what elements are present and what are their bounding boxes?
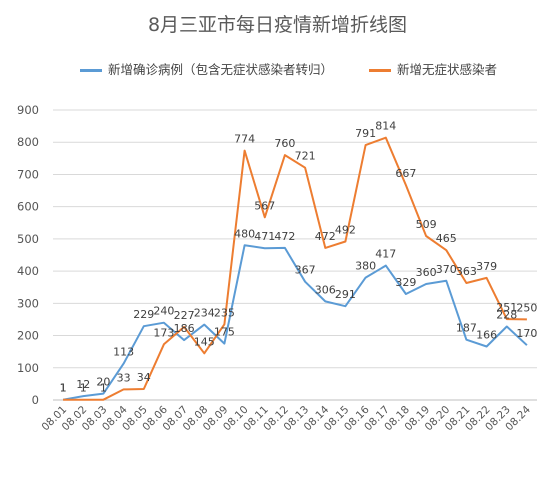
legend-item-confirmed: 新增确诊病例（包含无症状感染者转归） [80,59,333,78]
data-label: 228 [496,309,517,322]
y-tick-label: 100 [17,361,39,375]
data-label: 34 [137,371,151,384]
y-tick-label: 600 [17,200,39,214]
data-label: 774 [234,133,255,146]
data-label: 471 [254,230,275,243]
data-label: 791 [355,127,376,140]
y-tick-label: 300 [17,296,39,310]
data-label: 186 [174,322,195,335]
data-label: 509 [416,218,437,231]
data-label: 173 [153,326,174,339]
data-label: 240 [153,305,174,318]
data-label: 360 [416,266,437,279]
data-label: 227 [174,309,195,322]
data-label: 229 [133,308,154,321]
data-label: 175 [214,326,235,339]
data-label: 1 [100,382,107,395]
data-label: 367 [295,264,316,277]
series-line-confirmed [62,244,528,401]
data-label: 33 [117,371,131,384]
legend-swatch-asymptomatic [369,69,391,72]
data-label: 329 [395,276,416,289]
data-label: 251 [496,301,517,314]
data-label: 760 [274,137,295,150]
y-tick-label: 800 [17,135,39,149]
legend-label-confirmed: 新增确诊病例（包含无症状感染者转归） [108,62,334,77]
data-label: 480 [234,227,255,240]
data-label: 1 [60,382,67,395]
data-label: 380 [355,260,376,273]
legend-swatch-confirmed [80,69,102,72]
x-axis-ticks: 08.0108.0208.0308.0408.0508.0608.0708.08… [39,403,533,433]
data-label: 187 [456,322,477,335]
data-label: 12 [76,378,90,391]
data-label: 166 [476,329,497,342]
data-label: 291 [335,288,356,301]
data-label: 814 [375,120,396,133]
data-label: 379 [476,260,497,273]
data-label: 1 [60,382,67,395]
legend-item-asymptomatic: 新增无症状感染者 [369,59,497,78]
data-label: 417 [375,248,396,261]
data-label: 472 [274,230,295,243]
y-tick-label: 400 [17,264,39,278]
data-label: 170 [516,327,537,340]
data-label: 235 [214,306,235,319]
y-tick-label: 700 [17,167,39,181]
data-label: 363 [456,265,477,278]
data-label: 145 [194,335,215,348]
data-label: 465 [436,232,457,245]
data-label: 370 [436,263,457,276]
chart-legend: 新增确诊病例（包含无症状感染者转归） 新增无症状感染者 [0,59,555,79]
y-axis-ticks: 0 100 200 300 400 500 600 700 800 900 [17,103,39,407]
data-label: 20 [96,376,110,389]
data-label: 721 [295,150,316,163]
series-lines [62,136,528,401]
legend-label-asymptomatic: 新增无症状感染者 [397,62,498,77]
data-label: 667 [395,167,416,180]
data-label: 472 [315,230,336,243]
data-label: 234 [194,307,215,320]
y-tick-label: 900 [17,103,39,117]
data-label: 492 [335,223,356,236]
gridlines [53,109,537,401]
y-tick-label: 500 [17,232,39,246]
y-tick-label: 200 [17,329,39,343]
data-label: 250 [516,301,537,314]
data-label: 567 [254,199,275,212]
chart-title: 8月三亚市每日疫情新增折线图 [147,14,408,36]
y-tick-label: 0 [32,393,39,407]
data-label: 1 [80,382,87,395]
data-label: 113 [113,346,134,359]
series-line-asymptomatic [63,136,527,401]
data-label: 306 [315,283,336,296]
